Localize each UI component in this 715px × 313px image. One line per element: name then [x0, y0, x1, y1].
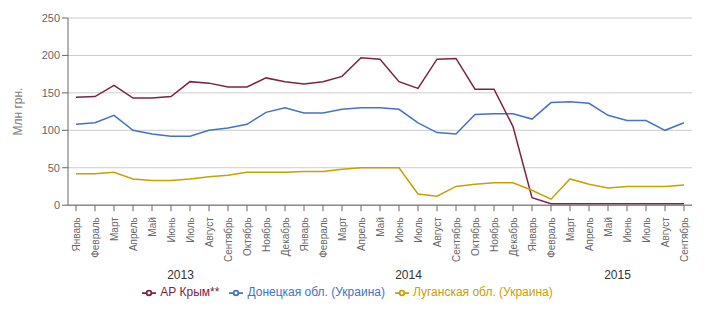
svg-text:2013: 2013 — [167, 268, 194, 282]
svg-text:Январь: Январь — [299, 217, 310, 251]
svg-text:Февраль: Февраль — [546, 217, 557, 258]
svg-text:Март: Март — [337, 217, 348, 241]
svg-text:Март: Март — [565, 217, 576, 241]
html-text:АР Крым**: АР Крым** — [160, 285, 220, 300]
svg-text:Февраль: Февраль — [90, 217, 101, 258]
svg-text:Январь: Январь — [527, 217, 538, 251]
svg-text:Январь: Январь — [71, 217, 82, 251]
svg-text:Сентябрь: Сентябрь — [223, 217, 234, 262]
svg-text:2014: 2014 — [395, 268, 422, 282]
svg-text:Октябрь: Октябрь — [242, 217, 253, 256]
svg-text:Сентябрь: Сентябрь — [451, 217, 462, 262]
svg-text:Млн грн.: Млн грн. — [11, 88, 25, 136]
svg-text:Апрель: Апрель — [128, 217, 139, 251]
svg-text:Май: Май — [147, 217, 158, 237]
svg-text:Май: Май — [603, 217, 614, 237]
svg-text:Август: Август — [204, 217, 215, 248]
svg-text:50: 50 — [48, 162, 60, 174]
svg-text:Июль: Июль — [641, 217, 652, 243]
svg-text:Август: Август — [432, 217, 443, 248]
svg-text:250: 250 — [42, 12, 60, 24]
html-text:Донецкая обл. (Украина): Донецкая обл. (Украина) — [247, 285, 385, 300]
svg-text:Апрель: Апрель — [584, 217, 595, 251]
svg-text:Март: Март — [109, 217, 120, 241]
svg-text:Апрель: Апрель — [356, 217, 367, 251]
svg-text:0: 0 — [54, 199, 60, 211]
svg-text:Сентябрь: Сентябрь — [679, 217, 690, 262]
svg-text:Май: Май — [375, 217, 386, 237]
svg-text:Июнь: Июнь — [622, 217, 633, 242]
svg-text:Июль: Июль — [185, 217, 196, 243]
svg-text:2015: 2015 — [604, 268, 631, 282]
svg-text:Июнь: Июнь — [394, 217, 405, 242]
svg-text:Февраль: Февраль — [318, 217, 329, 258]
svg-text:150: 150 — [42, 87, 60, 99]
svg-text:Ноябрь: Ноябрь — [261, 217, 272, 252]
svg-text:Декабрь: Декабрь — [280, 217, 291, 256]
svg-text:100: 100 — [42, 124, 60, 136]
svg-text:Июль: Июль — [413, 217, 424, 243]
svg-text:Август: Август — [660, 217, 671, 248]
svg-text:Декабрь: Декабрь — [508, 217, 519, 256]
svg-text:Ноябрь: Ноябрь — [489, 217, 500, 252]
html-text:Луганская обл. (Украина): Луганская обл. (Украина) — [413, 285, 553, 300]
svg-text:200: 200 — [42, 49, 60, 61]
svg-text:Октябрь: Октябрь — [470, 217, 481, 256]
svg-text:Июнь: Июнь — [166, 217, 177, 242]
